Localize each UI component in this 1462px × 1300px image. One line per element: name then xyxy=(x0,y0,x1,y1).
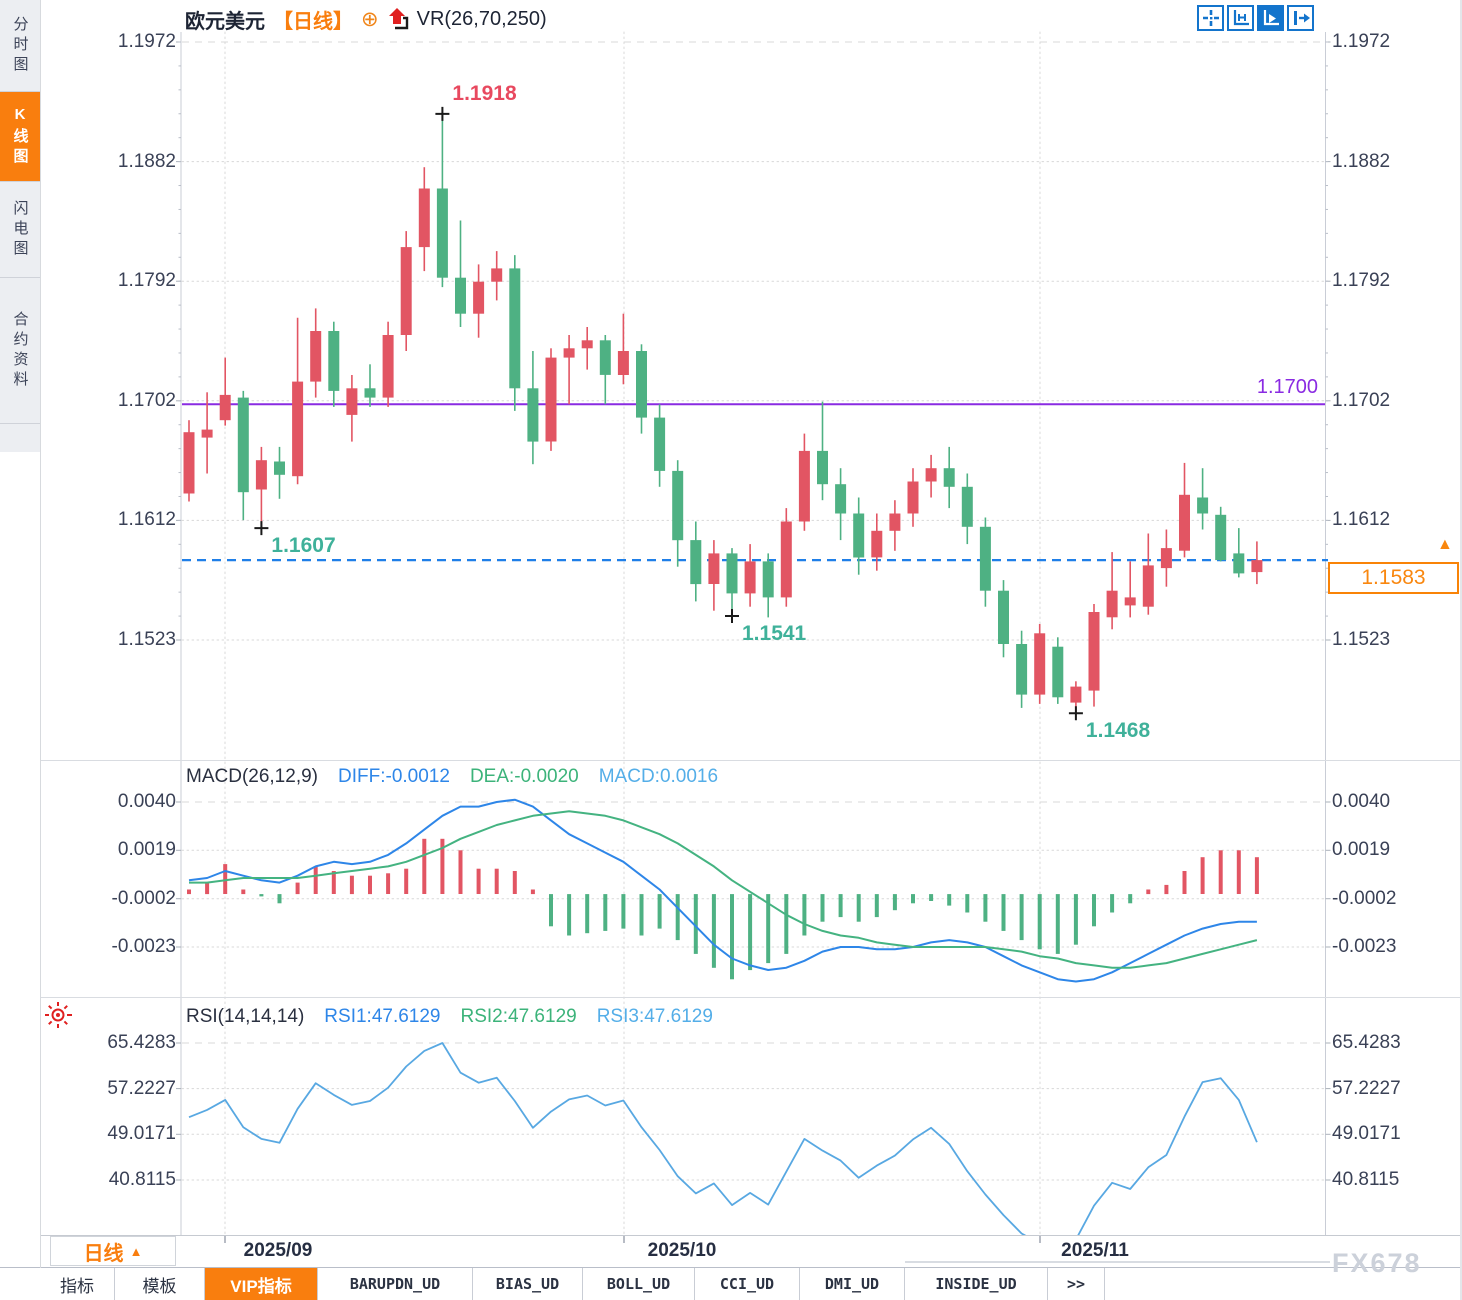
high-price-annotation: 1.1918 xyxy=(452,81,517,105)
chart-toolbar xyxy=(1197,5,1314,31)
macd-value: MACD:0.0016 xyxy=(598,766,719,787)
tab-dmi-ud[interactable]: DMI_UD xyxy=(800,1268,905,1300)
low-price-annotation: 1.1468 xyxy=(1085,719,1151,743)
rsi1-value: RSI1:47.6129 xyxy=(324,1006,441,1027)
month-label: 2025/11 xyxy=(1061,1240,1129,1261)
sidebar-tab-contract-info[interactable]: 合约资料 xyxy=(0,278,40,424)
tabbar-separator xyxy=(0,1267,1462,1268)
vr-indicator-label: VR(26,70,250) xyxy=(416,7,547,30)
current-price-value: 1.1583 xyxy=(1361,566,1426,589)
period-selector-button[interactable]: 日线 ▲ xyxy=(50,1236,176,1266)
y-axis-label: 57.2227 xyxy=(107,1077,176,1099)
month-label: 2025/10 xyxy=(647,1240,717,1261)
current-price-box: 1.1583 xyxy=(1328,562,1459,594)
y-axis-label: 1.1523 xyxy=(117,629,176,650)
macd-diff-value: DIFF:-0.0012 xyxy=(338,766,450,787)
y-axis-label: 1.1702 xyxy=(1332,389,1391,411)
tab-vip-indicator[interactable]: VIP指标 xyxy=(205,1268,318,1300)
indicator-tab-bar: 指标 模板 VIP指标 BARUPDN_UD BIAS_UD BOLL_UD CCI_UD D… xyxy=(40,1268,1105,1300)
y-axis-label: 1.1792 xyxy=(1332,270,1391,292)
tab-cci-ud[interactable]: CCI_UD xyxy=(695,1268,800,1300)
low-price-annotation: 1.1607 xyxy=(271,534,336,558)
y-axis-label: 1.1612 xyxy=(1332,509,1391,531)
y-axis-label: -0.0002 xyxy=(1332,887,1397,909)
panel-separator xyxy=(40,997,1462,998)
y-axis-label: 0.0019 xyxy=(117,839,176,861)
axis-scale-icon[interactable] xyxy=(1227,5,1254,31)
y-axis-label: 1.1882 xyxy=(1332,150,1391,172)
y-axis-label: 0.0040 xyxy=(117,791,176,812)
sidebar-tab-kline-chart[interactable]: K线图 xyxy=(0,92,40,182)
period-arrow-icon: ▲ xyxy=(129,1243,143,1259)
y-axis-label: 65.4283 xyxy=(1332,1032,1401,1053)
y-axis-label: 1.1972 xyxy=(1332,31,1391,52)
watermark: FX678 xyxy=(1332,1248,1422,1278)
macd-header: MACD(26,12,9) DIFF:-0.0012 DEA:-0.0020 M… xyxy=(186,766,718,788)
tab-more[interactable]: >> xyxy=(1048,1268,1105,1300)
resistance-price-label: 1.1700 xyxy=(1256,376,1318,398)
tab-template[interactable]: 模板 xyxy=(115,1268,205,1300)
month-label: 2025/09 xyxy=(243,1240,313,1261)
pan-right-icon[interactable] xyxy=(1287,5,1314,31)
rsi-header: RSI(14,14,14) RSI1:47.6129 RSI2:47.6129 … xyxy=(186,1006,713,1028)
sidebar-border xyxy=(40,0,41,1268)
y-axis-label: 49.0171 xyxy=(1332,1123,1401,1145)
y-axis-label: 40.8115 xyxy=(108,1169,176,1190)
y-axis-label: 1.1702 xyxy=(117,389,176,411)
tab-barupdn-ud[interactable]: BARUPDN_UD xyxy=(318,1268,473,1300)
add-indicator-icon[interactable]: ⊕ xyxy=(361,7,379,31)
y-axis-label: 0.0019 xyxy=(1332,839,1391,861)
tab-boll-ud[interactable]: BOLL_UD xyxy=(583,1268,695,1300)
axis-play-icon[interactable] xyxy=(1257,5,1284,31)
y-axis-label: 1.1882 xyxy=(117,150,176,172)
y-axis-label: 0.0040 xyxy=(1332,791,1391,812)
panel-separator xyxy=(40,760,1462,761)
indicator-settings-icon[interactable] xyxy=(44,1001,72,1029)
rsi3-value: RSI3:47.6129 xyxy=(596,1006,713,1027)
tab-bias-ud[interactable]: BIAS_UD xyxy=(473,1268,583,1300)
y-axis-label: -0.0023 xyxy=(111,936,176,957)
y-axis-label: 1.1612 xyxy=(117,509,176,531)
macd-title: MACD(26,12,9) xyxy=(186,766,318,787)
sidebar-tab-time-chart[interactable]: 分时图 xyxy=(0,0,40,92)
axis-separator xyxy=(40,1235,1462,1236)
rsi2-value: RSI2:47.6129 xyxy=(460,1006,577,1027)
y-axis-label: 1.1523 xyxy=(1332,629,1391,650)
crosshair-tool-icon[interactable] xyxy=(1197,5,1224,31)
y-axis-label: 49.0171 xyxy=(107,1123,176,1145)
rsi-title: RSI(14,14,14) xyxy=(186,1006,305,1027)
price-up-arrow-icon: ▲ xyxy=(1437,536,1453,553)
chart-header: 欧元美元 【日线】 ⊕ VR(26,70,250) xyxy=(185,6,547,33)
tab-inside-ud[interactable]: INSIDE_UD xyxy=(905,1268,1048,1300)
y-axis-label: -0.0002 xyxy=(111,887,176,909)
left-sidebar: 分时图 K线图 闪电图 合约资料 xyxy=(0,0,40,452)
sidebar-tab-flash-chart[interactable]: 闪电图 xyxy=(0,182,40,278)
y-axis-label: 1.1972 xyxy=(117,31,176,52)
period-label: 日线 xyxy=(83,1242,124,1265)
window-edge xyxy=(1460,0,1462,1300)
y-axis-label: 1.1792 xyxy=(117,270,176,292)
macd-dea-value: DEA:-0.0020 xyxy=(469,766,579,787)
y-axis-label: 57.2227 xyxy=(1332,1077,1401,1099)
y-axis-label: 65.4283 xyxy=(107,1032,176,1053)
period-tag[interactable]: 【日线】 xyxy=(273,10,353,33)
vr-up-arrow-icon xyxy=(387,7,409,31)
symbol-title: 欧元美元 xyxy=(185,10,265,33)
y-axis-label: 40.8115 xyxy=(1332,1169,1400,1190)
tab-indicator[interactable]: 指标 xyxy=(40,1268,115,1300)
low-price-annotation: 1.1541 xyxy=(742,622,807,646)
y-axis-label: -0.0023 xyxy=(1332,936,1397,957)
